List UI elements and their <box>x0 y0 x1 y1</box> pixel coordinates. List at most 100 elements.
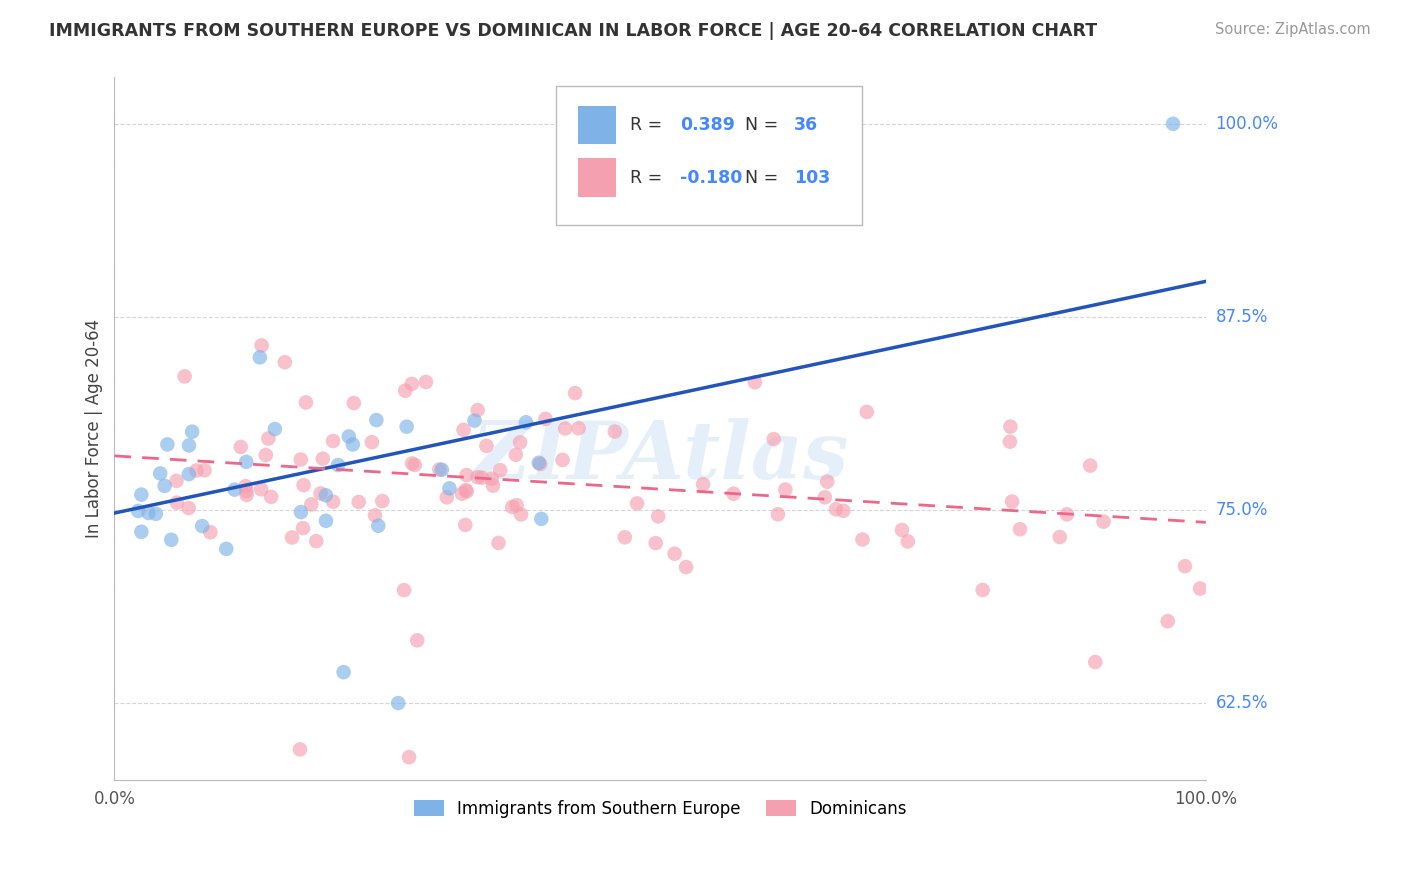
Point <box>675 560 697 574</box>
Point <box>851 533 873 547</box>
Point <box>305 534 328 549</box>
Point <box>290 505 312 519</box>
Point <box>181 425 204 439</box>
Text: N =: N = <box>745 116 779 134</box>
Point <box>257 432 280 446</box>
Point <box>177 467 200 482</box>
Point <box>394 384 416 398</box>
Point <box>897 534 920 549</box>
Point <box>454 483 477 497</box>
Point <box>337 429 360 443</box>
Point <box>312 451 335 466</box>
Point <box>332 665 354 680</box>
Point <box>647 509 669 524</box>
Point <box>481 472 503 486</box>
Point <box>451 486 474 500</box>
Point <box>249 351 271 365</box>
Point <box>832 504 855 518</box>
Point <box>427 462 450 476</box>
Point <box>436 491 458 505</box>
Point <box>762 432 785 446</box>
Point <box>173 369 195 384</box>
Point <box>1084 655 1107 669</box>
Point <box>415 375 437 389</box>
FancyBboxPatch shape <box>578 105 616 145</box>
Point <box>281 531 304 545</box>
Point <box>1078 458 1101 473</box>
Point <box>263 422 285 436</box>
Point <box>292 478 315 492</box>
Point <box>1157 614 1180 628</box>
Point <box>392 583 415 598</box>
Point <box>295 395 318 409</box>
Point <box>456 468 478 483</box>
Point <box>315 488 337 502</box>
Point <box>723 486 745 500</box>
Point <box>131 524 153 539</box>
Point <box>626 496 648 510</box>
Point <box>692 477 714 491</box>
Text: 62.5%: 62.5% <box>1216 694 1268 712</box>
Point <box>260 490 283 504</box>
Point <box>489 463 512 477</box>
Point <box>291 521 314 535</box>
FancyBboxPatch shape <box>578 158 616 197</box>
Point <box>235 479 257 493</box>
Point <box>315 514 337 528</box>
Point <box>347 495 370 509</box>
Point <box>515 415 537 429</box>
Point <box>250 483 273 497</box>
Text: N =: N = <box>745 169 779 187</box>
Point <box>404 458 426 472</box>
Point <box>527 456 550 470</box>
Point <box>534 412 557 426</box>
Point <box>288 742 311 756</box>
Point <box>326 458 349 472</box>
Point <box>529 457 551 471</box>
Point <box>153 479 176 493</box>
Text: 103: 103 <box>794 169 831 187</box>
Point <box>235 484 257 499</box>
Point <box>1056 508 1078 522</box>
Point <box>510 508 533 522</box>
Point <box>467 403 489 417</box>
Point <box>463 414 485 428</box>
Point <box>454 517 477 532</box>
Point <box>488 536 510 550</box>
Point <box>1092 515 1115 529</box>
Text: -0.180: -0.180 <box>679 169 742 187</box>
Point <box>998 434 1021 449</box>
Point <box>160 533 183 547</box>
FancyBboxPatch shape <box>557 86 862 225</box>
Point <box>766 508 789 522</box>
Point <box>744 376 766 390</box>
Point <box>1000 419 1022 434</box>
Point <box>1008 522 1031 536</box>
Point <box>177 501 200 516</box>
Point <box>191 519 214 533</box>
Point <box>972 582 994 597</box>
Point <box>825 502 848 516</box>
Point <box>644 536 666 550</box>
Point <box>439 482 461 496</box>
Point <box>501 500 523 514</box>
Point <box>177 438 200 452</box>
Point <box>471 470 494 484</box>
Text: R =: R = <box>630 116 662 134</box>
Point <box>360 435 382 450</box>
Legend: Immigrants from Southern Europe, Dominicans: Immigrants from Southern Europe, Dominic… <box>408 793 912 825</box>
Point <box>395 419 418 434</box>
Point <box>364 508 387 523</box>
Point <box>1161 117 1184 131</box>
Point <box>855 405 877 419</box>
Point <box>366 413 388 427</box>
Point <box>166 495 188 509</box>
Point <box>254 448 277 462</box>
Point <box>554 421 576 435</box>
Y-axis label: In Labor Force | Age 20-64: In Labor Force | Age 20-64 <box>86 319 103 539</box>
Point <box>505 448 527 462</box>
Point <box>342 437 364 451</box>
Point <box>775 483 797 497</box>
Point <box>564 386 586 401</box>
Text: R =: R = <box>630 169 662 187</box>
